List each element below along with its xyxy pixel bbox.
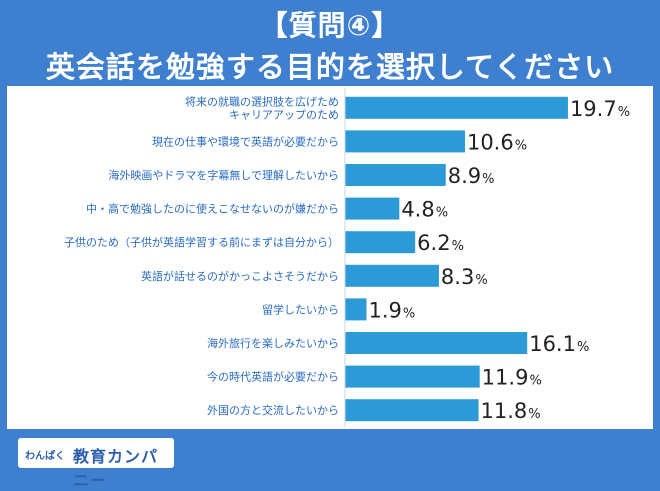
bar <box>345 264 439 287</box>
logo-main-text: 教育カンパニー <box>73 447 159 490</box>
chart-panel: 将来の就職の選択肢を広げため キャリアアップのため 19.7% 現在の仕事や環境で英語… <box>7 86 653 429</box>
value-label: 10.6% <box>467 130 527 154</box>
value-label: 8.9% <box>448 164 495 188</box>
value-label: 4.8% <box>401 198 448 222</box>
logo-prefix: わんぱく <box>25 451 65 462</box>
bar <box>345 231 416 254</box>
bar <box>345 298 367 321</box>
category-label: キャリアアップのため <box>229 108 339 121</box>
company-logo: わんぱく 教育カンパニー <box>18 438 174 490</box>
value-label: 16.1% <box>529 332 589 356</box>
bar <box>345 130 465 153</box>
header: 【質問④】 英会話を勉強する目的を選択してください <box>0 0 660 86</box>
category-label: 留学したいから <box>262 302 339 316</box>
bar <box>345 399 479 422</box>
question-title: 英会話を勉強する目的を選択してください <box>45 50 615 84</box>
bar <box>345 365 480 388</box>
category-label: 将来の就職の選択肢を広げため <box>185 94 339 108</box>
value-label: 1.9% <box>369 298 416 322</box>
value-label: 19.7% <box>570 97 630 121</box>
question-number: 【質問④】 <box>259 9 401 42</box>
category-label: 中・高で勉強したのに使えこなせないのが嫌だから <box>86 202 339 216</box>
bar <box>345 164 446 186</box>
bar <box>345 332 528 354</box>
value-label: 11.9% <box>482 366 542 390</box>
value-label: 11.8% <box>481 399 541 423</box>
value-label: 8.3% <box>441 265 488 289</box>
category-label: 現在の仕事や環境で英語が必要だから <box>152 134 339 148</box>
category-label: 今の時代英語が必要だから <box>207 370 339 384</box>
value-label: 6.2% <box>417 231 464 255</box>
bar <box>345 197 400 220</box>
category-label: 子供のため（子供が英語学習する前にまずは自分から） <box>64 235 339 249</box>
category-label: 外国の方と交流したいから <box>207 403 339 417</box>
category-label: 海外映画やドラマを字幕無しで理解したいから <box>108 168 339 182</box>
category-label: 英語が話せるのがかっこよさそうだから <box>141 269 339 283</box>
category-label: 海外旅行を楽しみたいから <box>207 336 339 350</box>
bar <box>345 96 568 119</box>
